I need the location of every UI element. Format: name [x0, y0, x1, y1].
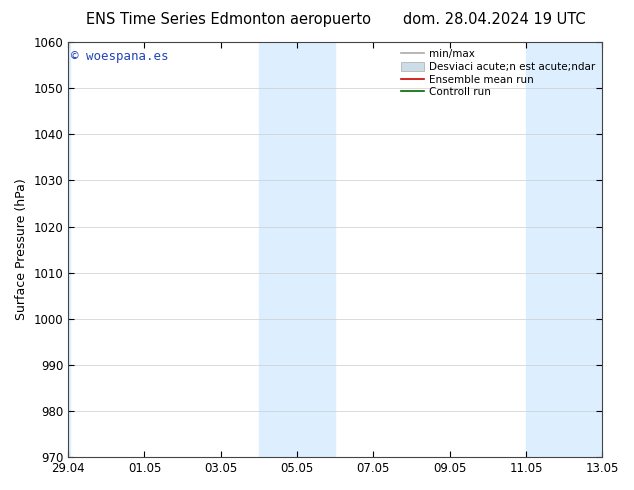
Legend: min/max, Desviaci acute;n est acute;ndar, Ensemble mean run, Controll run: min/max, Desviaci acute;n est acute;ndar…: [399, 47, 597, 99]
Text: dom. 28.04.2024 19 UTC: dom. 28.04.2024 19 UTC: [403, 12, 586, 27]
Y-axis label: Surface Pressure (hPa): Surface Pressure (hPa): [15, 179, 28, 320]
Text: © woespana.es: © woespana.es: [71, 50, 169, 63]
Text: ENS Time Series Edmonton aeropuerto: ENS Time Series Edmonton aeropuerto: [86, 12, 371, 27]
Bar: [526, 42, 602, 457]
Bar: [67, 42, 70, 457]
Bar: [259, 42, 335, 457]
